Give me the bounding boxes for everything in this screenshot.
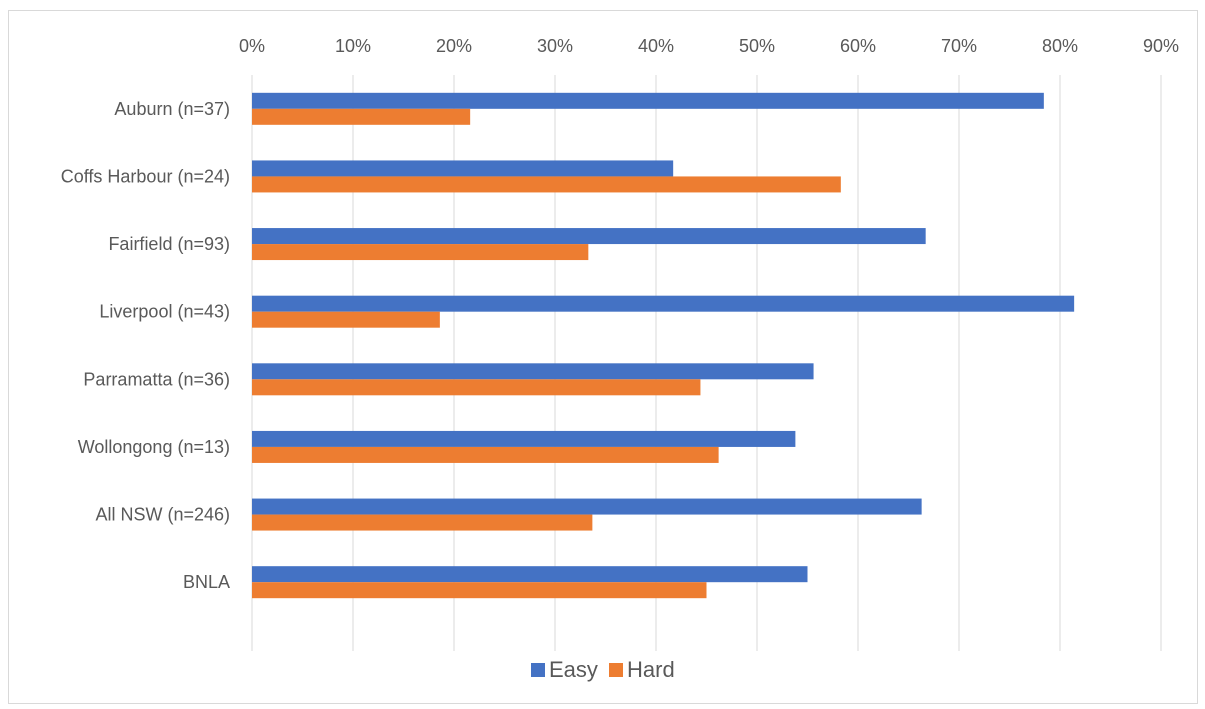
x-tick-label: 90% (1143, 36, 1179, 56)
category-label: Auburn (n=37) (114, 99, 230, 119)
legend-label-easy: Easy (549, 657, 598, 682)
bars (252, 92, 1075, 599)
bar-hard-all-nsw-n-246 (252, 514, 593, 531)
legend-swatch-hard (609, 663, 623, 677)
x-tick-label: 0% (239, 36, 265, 56)
bar-hard-fairfield-n-93 (252, 244, 589, 261)
bar-easy-wollongong-n-13 (252, 430, 796, 447)
category-label: BNLA (183, 572, 230, 592)
bar-easy-fairfield-n-93 (252, 228, 926, 245)
bar-easy-coffs-harbour-n-24 (252, 160, 674, 177)
category-label: Parramatta (n=36) (83, 369, 230, 389)
category-label: Coffs Harbour (n=24) (61, 166, 230, 186)
category-label: All NSW (n=246) (95, 505, 230, 525)
x-tick-label: 70% (941, 36, 977, 56)
x-tick-label: 80% (1042, 36, 1078, 56)
bar-hard-liverpool-n-43 (252, 311, 440, 328)
category-label: Wollongong (n=13) (78, 437, 230, 457)
bar-hard-bnla (252, 582, 707, 599)
x-tick-label: 10% (335, 36, 371, 56)
category-label: Liverpool (n=43) (99, 302, 230, 322)
x-tick-label: 50% (739, 36, 775, 56)
bar-easy-parramatta-n-36 (252, 363, 814, 380)
x-tick-label: 40% (638, 36, 674, 56)
bar-hard-wollongong-n-13 (252, 446, 719, 463)
bar-hard-auburn-n-37 (252, 108, 471, 125)
legend: Easy Hard (531, 657, 675, 682)
bar-easy-auburn-n-37 (252, 92, 1044, 109)
x-axis-ticks: 0% 10% 20% 30% 40% 50% 60% 70% 80% 90% (239, 36, 1179, 56)
x-tick-label: 60% (840, 36, 876, 56)
x-tick-label: 30% (537, 36, 573, 56)
bar-hard-parramatta-n-36 (252, 379, 701, 396)
bar-easy-bnla (252, 566, 808, 583)
category-labels: Auburn (n=37) Coffs Harbour (n=24) Fairfie… (61, 99, 230, 592)
bar-hard-coffs-harbour-n-24 (252, 176, 841, 193)
category-label: Fairfield (n=93) (108, 234, 230, 254)
bar-easy-liverpool-n-43 (252, 295, 1075, 312)
bar-easy-all-nsw-n-246 (252, 498, 922, 515)
x-tick-label: 20% (436, 36, 472, 56)
legend-swatch-easy (531, 663, 545, 677)
legend-label-hard: Hard (627, 657, 675, 682)
